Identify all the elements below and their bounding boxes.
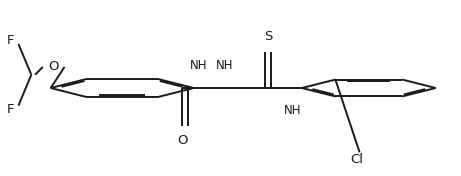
Text: NH: NH (284, 104, 301, 117)
Text: O: O (177, 134, 187, 147)
Text: NH: NH (189, 59, 207, 72)
Text: F: F (6, 103, 14, 116)
Text: Cl: Cl (350, 153, 363, 166)
Text: O: O (48, 60, 58, 73)
Text: F: F (6, 34, 14, 47)
Text: NH: NH (216, 59, 233, 72)
Text: S: S (264, 30, 272, 43)
